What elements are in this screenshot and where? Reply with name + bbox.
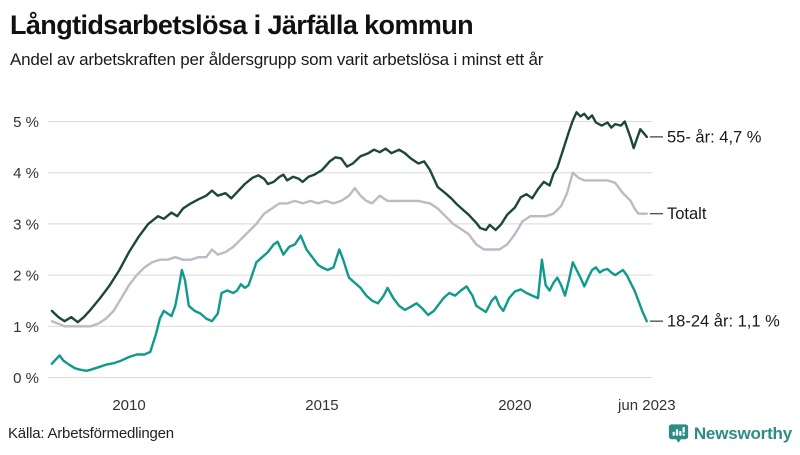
y-axis-tick-label: 5 %	[13, 114, 39, 131]
page-title: Långtidsarbetslösa i Järfälla kommun	[10, 10, 474, 40]
y-axis-tick-label: 3 %	[13, 216, 39, 233]
series-end-label: Totalt	[667, 205, 707, 223]
source-note: Källa: Arbetsförmedlingen	[8, 425, 174, 442]
series-line-55-r	[50, 111, 648, 324]
x-axis-tick-label: 2010	[112, 397, 145, 414]
y-axis-tick-label: 2 %	[13, 268, 39, 285]
x-axis-tick-label: 2015	[305, 397, 338, 414]
series-line-18-24-r	[50, 234, 648, 372]
x-axis-tick-label: jun 2023	[617, 397, 676, 414]
x-axis-tick-label: 2020	[498, 397, 531, 414]
newsworthy-speech-bubble-chart-icon	[668, 424, 688, 443]
series-end-label: 18-24 år: 1,1 %	[667, 313, 780, 331]
chart-footer: Källa: Arbetsförmedlingen Newsworthy	[8, 423, 792, 444]
chart-header: Långtidsarbetslösa i Järfälla kommun And…	[10, 10, 790, 70]
y-axis-tick-label: 0 %	[13, 370, 39, 387]
y-axis-tick-label: 4 %	[13, 165, 39, 182]
y-axis-tick-label: 1 %	[13, 319, 39, 336]
brand-logo: Newsworthy	[668, 423, 792, 444]
brand-name: Newsworthy	[693, 423, 792, 443]
series-line-totalt	[50, 171, 648, 328]
series-end-label: 55- år: 4,7 %	[667, 128, 762, 146]
chart-subtitle: Andel av arbetskraften per åldersgrupp s…	[10, 50, 544, 70]
